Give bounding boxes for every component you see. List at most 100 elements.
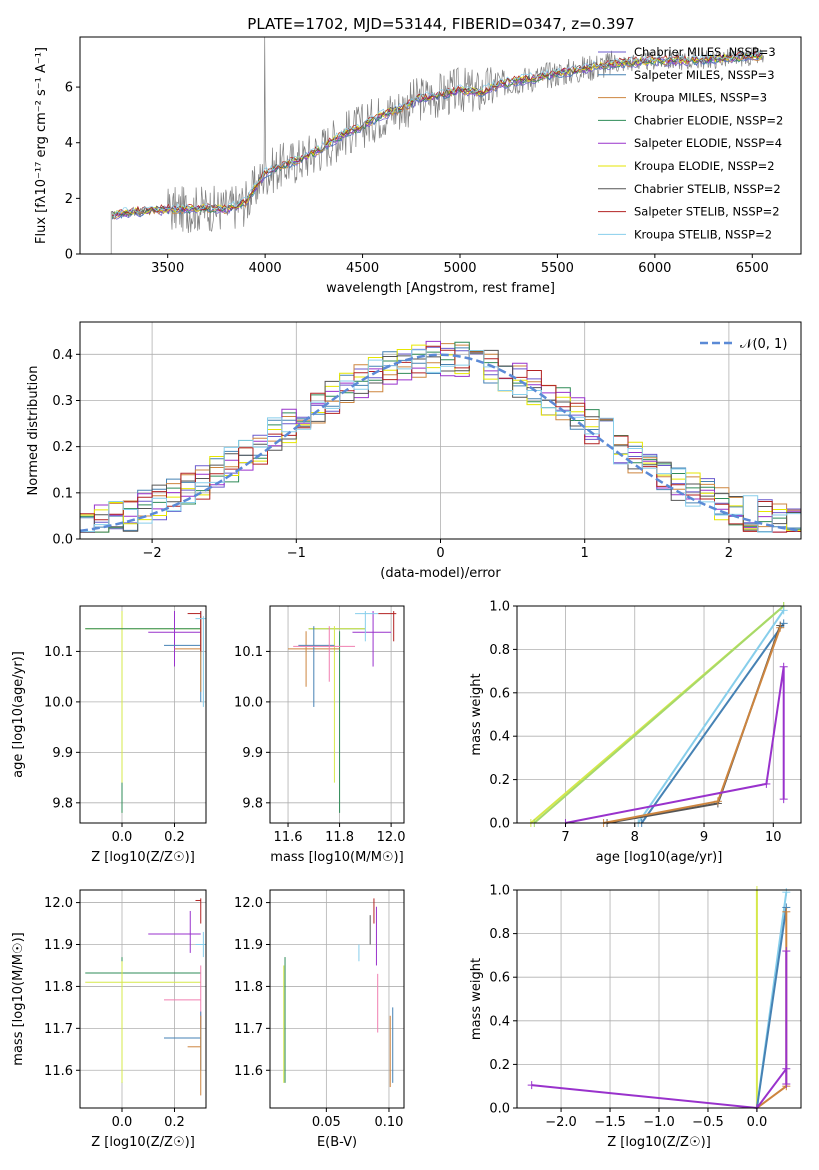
- error-bar-5: [164, 1011, 202, 1071]
- x-tick-label: 0.10: [374, 1115, 403, 1130]
- legend-entry: Kroupa ELODIE, NSSP=2: [634, 159, 775, 173]
- model-spectrum-8: [112, 50, 763, 216]
- panel-5: 7 8 9 10 0.0 0.2 0.4 0.6 0.8 1.0 age [log10(age/yr…: [469, 600, 802, 865]
- x-axis-label: mass [log10(M/M☉)]: [270, 850, 403, 865]
- error-bar-7: [195, 898, 202, 924]
- y-tick-label: 11.6: [234, 1064, 263, 1079]
- error-bar-6: [187, 611, 202, 652]
- legend-entry: Kroupa STELIB, NSSP=2: [634, 227, 772, 241]
- legend-entry: Salpeter MILES, NSSP=3: [634, 68, 775, 82]
- x-tick-label: 0.2: [164, 830, 185, 845]
- y-axis-label: Flux [fλ10⁻¹⁷ erg cm⁻² s⁻¹ A⁻¹]: [34, 47, 49, 244]
- y-tick-label: 0.4: [52, 348, 73, 363]
- y-tick-label: 2: [65, 192, 73, 207]
- legend-entry: Salpeter ELODIE, NSSP=4: [634, 136, 782, 150]
- model-spectrum-6: [112, 52, 763, 215]
- error-bar-4: [164, 965, 202, 1029]
- x-tick-label: 2: [725, 546, 733, 561]
- mass-weight-line-7: [565, 666, 785, 824]
- y-tick-label: 10.0: [234, 695, 263, 710]
- x-tick-label: 11.8: [325, 830, 354, 845]
- x-tick-label: 9: [700, 830, 708, 845]
- x-tick-label: 10: [765, 830, 782, 845]
- y-tick-label: 11.7: [234, 1022, 263, 1037]
- x-axis-label: E(B-V): [317, 1135, 357, 1150]
- x-tick-label: 6500: [736, 261, 769, 276]
- x-tick-label: 5000: [443, 261, 476, 276]
- y-tick-label: 0.2: [489, 1058, 510, 1073]
- x-tick-label: 8: [631, 830, 639, 845]
- y-tick-label: 0.8: [489, 927, 510, 942]
- x-axis-label: Z [log10(Z/Z☉)]: [91, 850, 195, 865]
- y-tick-label: 1.0: [489, 884, 510, 899]
- figure-title: PLATE=1702, MJD=53144, FIBERID=0347, z=0…: [247, 15, 634, 33]
- y-tick-label: 6: [65, 81, 73, 96]
- y-axis-label: mass [log10(M/M☉)]: [11, 932, 26, 1065]
- y-tick-label: 0.4: [489, 730, 510, 745]
- y-tick-label: 0.3: [52, 394, 73, 409]
- mass-weight-line-3: [755, 907, 788, 1109]
- plot-area: [526, 602, 788, 827]
- error-bar-2: [308, 626, 366, 783]
- x-tick-label: −1: [287, 546, 306, 561]
- x-tick-label: 7: [561, 830, 569, 845]
- mass-weight-line-6: [603, 627, 782, 824]
- mass-weight-line-3: [637, 609, 785, 824]
- y-tick-label: 0.8: [489, 643, 510, 658]
- y-tick-label: 0.0: [52, 533, 73, 548]
- x-tick-label: −1.5: [594, 1115, 626, 1130]
- legend-entry: Chabrier MILES, NSSP=3: [634, 45, 776, 59]
- x-tick-label: 4500: [346, 261, 379, 276]
- mass-weight-line-2: [533, 605, 785, 824]
- error-bar-3: [148, 910, 201, 953]
- plot-area: [283, 898, 394, 1088]
- x-tick-label: 0.2: [164, 1115, 185, 1130]
- error-bar-5: [174, 616, 202, 692]
- panel-4: 11.6 11.8 12.0 9.8 9.9 10.0 10.1 mass [log10(M/…: [234, 605, 406, 865]
- y-tick-label: 0.2: [489, 773, 510, 788]
- error-bar-8: [195, 931, 206, 958]
- x-axis-label: Z [log10(Z/Z☉)]: [91, 1135, 195, 1150]
- x-tick-label: 6000: [638, 261, 671, 276]
- error-bar-1: [85, 957, 201, 1083]
- y-tick-label: 11.7: [44, 1022, 73, 1037]
- mass-weight-line-4: [640, 622, 785, 824]
- y-tick-label: 0.4: [489, 1014, 510, 1029]
- y-tick-label: 10.1: [44, 645, 73, 660]
- y-tick-label: 11.9: [234, 938, 263, 953]
- y-tick-label: 10.0: [44, 695, 73, 710]
- axes-frame: [269, 605, 405, 824]
- x-tick-label: −1.0: [643, 1115, 675, 1130]
- legend-entry: Kroupa MILES, NSSP=3: [634, 91, 767, 105]
- legend: Chabrier MILES, NSSP=3 Salpeter MILES, NS…: [598, 45, 783, 241]
- panel-7: 0.05 0.10 11.6 11.7 11.8 11.9 12.0 E(B-V): [234, 889, 405, 1150]
- error-bar-7: [378, 611, 397, 642]
- y-tick-label: 0.0: [489, 817, 510, 832]
- axes-frame: [79, 321, 802, 540]
- x-tick-label: 0.05: [312, 1115, 341, 1130]
- residual-histogram-8: [80, 345, 801, 533]
- y-tick-label: 4: [65, 136, 73, 151]
- error-bar-1: [85, 611, 201, 813]
- x-tick-label: 0.0: [747, 1115, 768, 1130]
- y-tick-label: 10.1: [234, 645, 263, 660]
- x-tick-label: 11.6: [274, 830, 303, 845]
- y-tick-label: 0.6: [489, 686, 510, 701]
- legend-entry: 𝒩(0, 1): [740, 337, 787, 352]
- y-tick-label: 0.0: [489, 1102, 510, 1117]
- y-tick-label: 11.6: [44, 1064, 73, 1079]
- x-tick-label: 3500: [151, 261, 184, 276]
- x-tick-label: 0: [436, 546, 444, 561]
- error-bar-2: [85, 961, 201, 1083]
- legend-entry: Salpeter STELIB, NSSP=2: [634, 205, 780, 219]
- y-axis-label: Normed distribution: [26, 366, 41, 496]
- plot-area: Chabrier MILES, NSSP=3 Salpeter MILES, NS…: [110, 36, 783, 255]
- legend-entry: Chabrier STELIB, NSSP=2: [634, 182, 781, 196]
- y-tick-label: 12.0: [234, 896, 263, 911]
- error-bar-2: [85, 628, 201, 813]
- y-tick-label: 9.9: [52, 746, 73, 761]
- y-tick-label: 0.2: [52, 440, 73, 455]
- y-tick-label: 1.0: [489, 600, 510, 615]
- x-tick-label: 4000: [249, 261, 282, 276]
- x-axis-label: (data-model)/error: [380, 566, 501, 581]
